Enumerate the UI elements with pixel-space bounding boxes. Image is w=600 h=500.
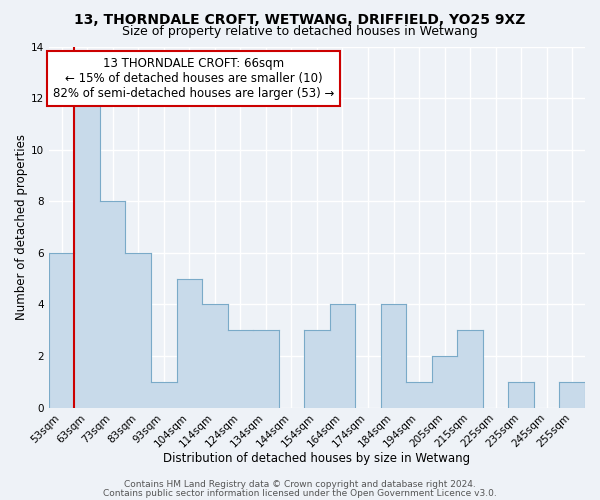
Y-axis label: Number of detached properties: Number of detached properties — [15, 134, 28, 320]
Text: Contains public sector information licensed under the Open Government Licence v3: Contains public sector information licen… — [103, 488, 497, 498]
Text: Contains HM Land Registry data © Crown copyright and database right 2024.: Contains HM Land Registry data © Crown c… — [124, 480, 476, 489]
Text: 13, THORNDALE CROFT, WETWANG, DRIFFIELD, YO25 9XZ: 13, THORNDALE CROFT, WETWANG, DRIFFIELD,… — [74, 12, 526, 26]
X-axis label: Distribution of detached houses by size in Wetwang: Distribution of detached houses by size … — [163, 452, 470, 465]
Text: 13 THORNDALE CROFT: 66sqm
← 15% of detached houses are smaller (10)
82% of semi-: 13 THORNDALE CROFT: 66sqm ← 15% of detac… — [53, 58, 334, 100]
Text: Size of property relative to detached houses in Wetwang: Size of property relative to detached ho… — [122, 25, 478, 38]
